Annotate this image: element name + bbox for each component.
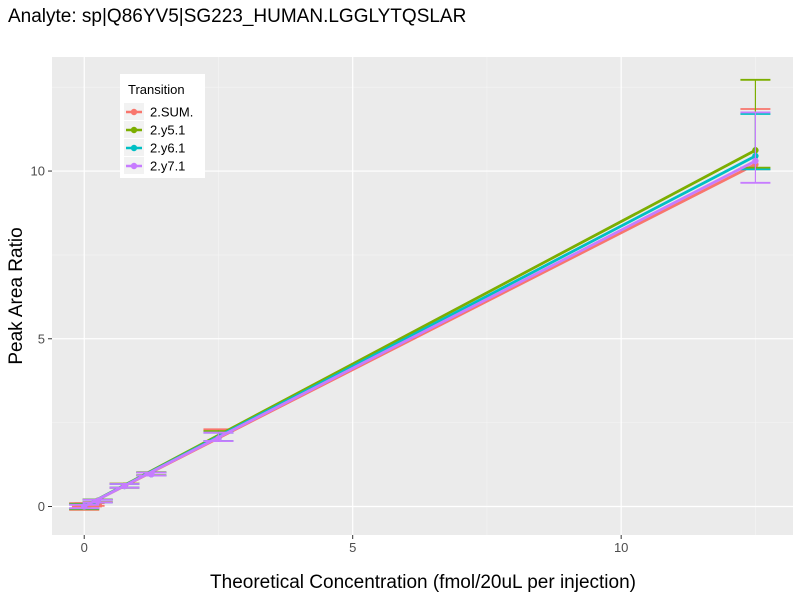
- chart-title: Analyte: sp|Q86YV5|SG223_HUMAN.LGGLYTQSL…: [8, 6, 466, 27]
- x-tick-label: 10: [614, 540, 628, 555]
- legend-key-point: [130, 108, 138, 116]
- x-tick-label: 0: [81, 540, 88, 555]
- legend: Transition 2.SUM. 2.y5.1 2.y6.1 2.y7.1: [120, 74, 205, 178]
- series-layer: [69, 78, 771, 511]
- legend-key-point: [130, 162, 138, 170]
- y-tick-label: 5: [38, 331, 45, 346]
- legend-key-point: [130, 144, 138, 152]
- x-axis-title: Theoretical Concentration (fmol/20uL per…: [210, 572, 636, 593]
- data-point: [94, 497, 101, 505]
- data-point: [148, 471, 155, 478]
- legend-label: 2.y5.1: [150, 123, 185, 138]
- legend-key-point: [130, 126, 138, 134]
- data-point: [215, 435, 222, 442]
- legend-title: Transition: [128, 82, 185, 97]
- data-point: [121, 482, 128, 490]
- fit-line: [83, 159, 757, 508]
- data-point: [81, 503, 88, 510]
- legend-item: 2.y6.1: [124, 139, 185, 156]
- legend-label: 2.SUM.: [150, 105, 193, 120]
- y-tick-label: 10: [31, 164, 45, 179]
- x-tick-label: 5: [349, 540, 356, 555]
- legend-label: 2.y6.1: [150, 141, 185, 156]
- data-point: [752, 157, 759, 165]
- legend-item: 2.SUM.: [124, 103, 193, 120]
- legend-item: 2.y5.1: [124, 121, 185, 138]
- legend-label: 2.y7.1: [150, 159, 185, 174]
- legend-item: 2.y7.1: [124, 157, 185, 174]
- series-2-y7-1: [69, 111, 771, 510]
- axis-ticks: 0 5 10 0 5 10: [31, 164, 629, 555]
- y-tick-label: 0: [38, 499, 45, 514]
- y-axis-title: Peak Area Ratio: [6, 227, 27, 364]
